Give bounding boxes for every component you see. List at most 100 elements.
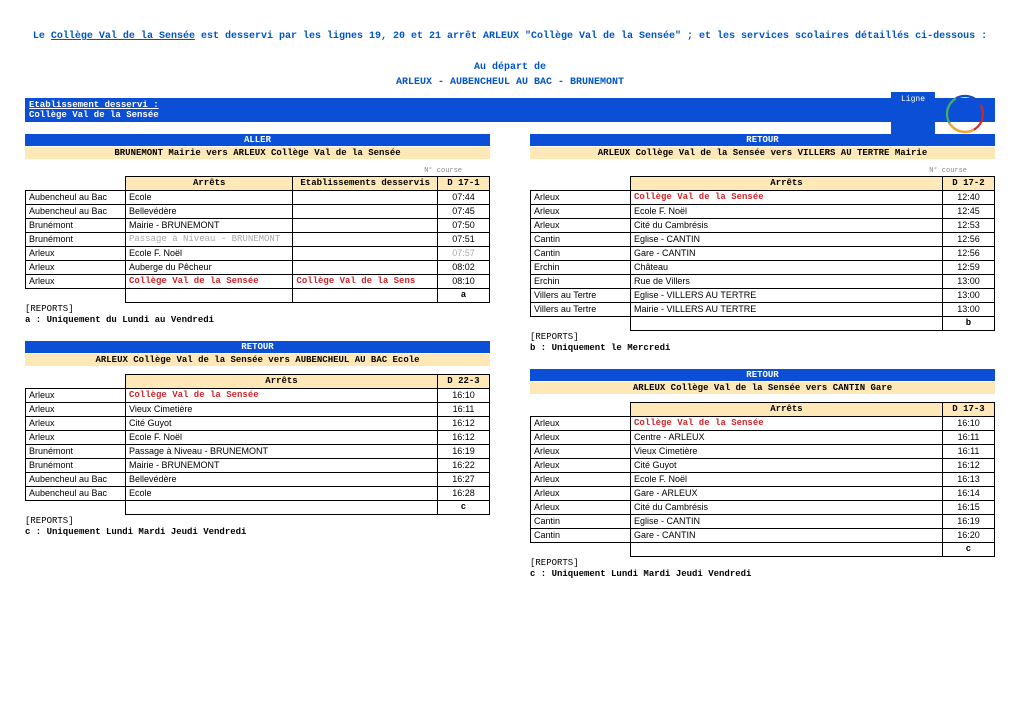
footer-code: b xyxy=(943,317,995,331)
arret-cell: Bellevédère xyxy=(126,205,293,219)
commune-cell: Brunémont xyxy=(26,219,126,233)
arret-cell: Rue de Villers xyxy=(631,275,943,289)
time-cell: 07:57 xyxy=(438,247,490,261)
eveole-logo: évéole xyxy=(943,92,987,136)
table-row: CantinGare - CANTIN16:20 xyxy=(531,529,995,543)
etab-cell xyxy=(293,191,438,205)
reports-label: [REPORTS] xyxy=(530,332,995,342)
commune-cell: Arleux xyxy=(26,417,126,431)
course-label: N° course xyxy=(25,167,490,175)
schedule-note: c : Uniquement Lundi Mardi Jeudi Vendred… xyxy=(530,569,995,579)
commune-cell: Brunémont xyxy=(26,233,126,247)
table-row: Aubencheul au BacBellevédère16:27 xyxy=(26,473,490,487)
table-row: ArleuxCité du Cambrésis16:15 xyxy=(531,501,995,515)
arret-cell: Eglise - CANTIN xyxy=(631,515,943,529)
commune-cell: Arleux xyxy=(531,473,631,487)
footer-code: c xyxy=(438,501,490,515)
time-cell: 16:11 xyxy=(943,445,995,459)
time-cell: 12:56 xyxy=(943,247,995,261)
blank-header xyxy=(531,403,631,417)
left-column: ALLERBRUNEMONT Mairie vers ARLEUX Collèg… xyxy=(25,134,490,595)
arret-cell: Auberge du Pêcheur xyxy=(126,261,293,275)
time-cell: 12:53 xyxy=(943,219,995,233)
time-cell: 16:12 xyxy=(943,459,995,473)
table-row: CantinGare - CANTIN12:56 xyxy=(531,247,995,261)
time-cell: 08:02 xyxy=(438,261,490,275)
footer-row: a xyxy=(26,289,490,303)
time-cell: 16:14 xyxy=(943,487,995,501)
commune-cell: Arleux xyxy=(531,431,631,445)
column-header: D 17-2 xyxy=(943,177,995,191)
reports-label: [REPORTS] xyxy=(530,558,995,568)
arret-cell: Cité Guyot xyxy=(126,417,438,431)
etab-cell xyxy=(293,261,438,275)
commune-cell: Cantin xyxy=(531,247,631,261)
footer-row: c xyxy=(531,543,995,557)
footer-code: c xyxy=(943,543,995,557)
column-header: Arrêts xyxy=(126,375,438,389)
arret-cell: Centre - ARLEUX xyxy=(631,431,943,445)
arret-cell: Passage à Niveau - BRUNEMONT xyxy=(126,233,293,247)
commune-cell: Arleux xyxy=(26,261,126,275)
timetable: ArrêtsEtablissements desservisD 17-1Aube… xyxy=(25,176,490,303)
arret-cell: Ecole F. Noël xyxy=(126,247,293,261)
time-cell: 07:44 xyxy=(438,191,490,205)
time-cell: 16:12 xyxy=(438,431,490,445)
commune-cell: Arleux xyxy=(531,205,631,219)
commune-cell: Cantin xyxy=(531,233,631,247)
table-row: Aubencheul au BacEcole16:28 xyxy=(26,487,490,501)
time-cell: 16:27 xyxy=(438,473,490,487)
time-cell: 16:19 xyxy=(438,445,490,459)
table-row: ArleuxCollège Val de la Sensée16:10 xyxy=(26,389,490,403)
etab-cell xyxy=(293,205,438,219)
arret-cell: Cité du Cambrésis xyxy=(631,219,943,233)
time-cell: 13:00 xyxy=(943,275,995,289)
commune-cell: Brunémont xyxy=(26,459,126,473)
etablissement-bar: Etablissement desservi : Collège Val de … xyxy=(25,98,995,122)
time-cell: 16:12 xyxy=(438,417,490,431)
commune-cell: Arleux xyxy=(531,487,631,501)
etab-cell xyxy=(293,233,438,247)
commune-cell: Erchin xyxy=(531,261,631,275)
commune-cell: Villers au Tertre xyxy=(531,289,631,303)
arret-cell: Ecole xyxy=(126,487,438,501)
time-cell: 16:20 xyxy=(943,529,995,543)
footer-blank xyxy=(126,289,293,303)
commune-cell: Arleux xyxy=(531,459,631,473)
table-row: ArleuxCollège Val de la SenséeCollège Va… xyxy=(26,275,490,289)
etab-cell xyxy=(293,219,438,233)
commune-cell: Arleux xyxy=(531,445,631,459)
time-cell: 16:22 xyxy=(438,459,490,473)
table-row: ArleuxCité Guyot16:12 xyxy=(531,459,995,473)
time-cell: 08:10 xyxy=(438,275,490,289)
etab-cell: Collège Val de la Sens xyxy=(293,275,438,289)
table-row: ArleuxEcole F. Noël16:13 xyxy=(531,473,995,487)
column-header: D 22-3 xyxy=(438,375,490,389)
table-row: ArleuxCité Guyot16:12 xyxy=(26,417,490,431)
time-cell: 12:59 xyxy=(943,261,995,275)
time-cell: 07:50 xyxy=(438,219,490,233)
route-sub: ARLEUX Collège Val de la Sensée vers CAN… xyxy=(530,382,995,394)
arret-cell: Collège Val de la Sensée xyxy=(126,389,438,403)
svg-text:évéole: évéole xyxy=(952,109,979,119)
column-header: D 17-1 xyxy=(438,177,490,191)
column-header: D 17-3 xyxy=(943,403,995,417)
time-cell: 16:28 xyxy=(438,487,490,501)
depart-line: ARLEUX - AUBENCHEUL AU BAC - BRUNEMONT xyxy=(25,77,995,88)
table-row: ArleuxEcole F. Noël12:45 xyxy=(531,205,995,219)
arret-cell: Collège Val de la Sensée xyxy=(631,417,943,431)
ligne-box: Ligne xyxy=(891,92,935,136)
arret-cell: Ecole xyxy=(126,191,293,205)
table-row: ArleuxEcole F. Noël07:57 xyxy=(26,247,490,261)
commune-cell: Arleux xyxy=(531,417,631,431)
blank-header xyxy=(531,177,631,191)
schedule-note: b : Uniquement le Mercredi xyxy=(530,343,995,353)
table-row: ArleuxCité du Cambrésis12:53 xyxy=(531,219,995,233)
footer-code: a xyxy=(438,289,490,303)
table-row: Aubencheul au BacBellevédère07:45 xyxy=(26,205,490,219)
time-cell: 12:56 xyxy=(943,233,995,247)
table-row: ArleuxEcole F. Noël16:12 xyxy=(26,431,490,445)
time-cell: 07:45 xyxy=(438,205,490,219)
footer-blank xyxy=(126,501,438,515)
commune-cell: Aubencheul au Bac xyxy=(26,191,126,205)
